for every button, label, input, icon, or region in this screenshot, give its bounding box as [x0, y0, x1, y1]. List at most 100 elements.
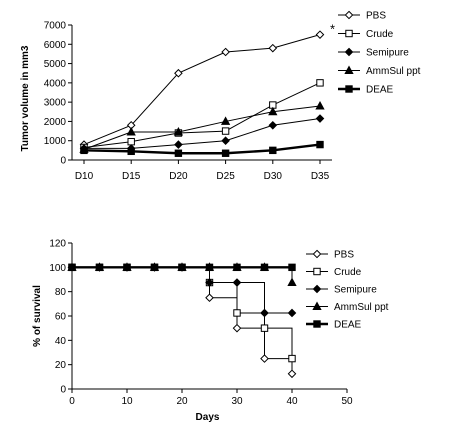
x-tick-label: D25 [216, 171, 235, 182]
data-point-pbs [174, 68, 183, 78]
x-tick-label: D10 [75, 171, 94, 182]
legend-label-semipure: Semipure [366, 48, 409, 59]
data-point-deae [269, 146, 277, 155]
legend-marker-crude [313, 267, 321, 276]
x-axis-title: Days [196, 412, 220, 423]
legend-label-ammsul-ppt: AmmSul ppt [366, 66, 421, 77]
tumor-volume-chart: 0 1000 2000 3000 4000 5000 6000 7000 D10 D15 D20 D2… [20, 11, 421, 183]
data-point-crude [316, 79, 324, 87]
x-tick-label: D15 [122, 171, 141, 182]
y-tick-label: 40 [55, 336, 67, 347]
y-tick-label: 7000 [44, 21, 67, 32]
data-point-semipure [287, 308, 297, 318]
series-line-ammsul-ppt [83, 105, 321, 150]
data-point-deae [260, 263, 269, 272]
legend-label-crude: Crude [334, 267, 362, 278]
data-point-crude [127, 137, 135, 146]
y-tick-label: 80 [55, 287, 67, 298]
series-line-semipure [84, 118, 321, 149]
data-point-ammsul-ppt [220, 116, 231, 125]
legend-marker-ammsul-ppt [344, 65, 354, 74]
x-tick-label: D20 [169, 171, 188, 182]
legend-label-deae: DEAE [334, 320, 362, 331]
y-tick-label: 6000 [44, 40, 67, 51]
series-line-pbs [72, 266, 293, 374]
legend-label-ammsul-ppt: AmmSul ppt [334, 302, 389, 313]
legend-marker-ammsul-ppt [312, 301, 322, 310]
data-point-semipure [174, 140, 183, 149]
y-tick-label: 120 [49, 239, 66, 250]
data-point-deae [233, 263, 241, 272]
x-tick-label: 10 [121, 396, 133, 407]
y-tick-label: 0 [60, 385, 66, 396]
data-point-deae [95, 263, 104, 272]
legend-label-crude: Crude [366, 29, 394, 40]
y-tick-label: 5000 [44, 59, 67, 70]
data-point-deae [205, 263, 214, 272]
data-point-semipure [221, 136, 230, 146]
data-point-deae [80, 146, 88, 155]
data-point-pbs [287, 369, 297, 379]
y-axis-title: % of survival [32, 285, 43, 347]
legend-label-deae: DEAE [366, 85, 394, 96]
legend-marker-crude [345, 29, 353, 38]
data-point-pbs [315, 30, 325, 39]
x-tick-label: D30 [264, 171, 283, 182]
series-line-deae [83, 143, 321, 155]
x-tick-label: 30 [231, 396, 243, 407]
y-tick-label: 0 [60, 156, 66, 167]
data-point-ammsul-ppt [126, 126, 136, 136]
y-axis-title: Tumor volume in mm3 [20, 45, 31, 151]
data-point-semipure [232, 278, 242, 287]
legend-marker-deae [345, 85, 353, 93]
data-point-deae [178, 263, 186, 272]
data-point-deae [316, 140, 324, 149]
legend-label-pbs: PBS [334, 250, 354, 261]
data-point-crude [221, 127, 230, 135]
data-point-crude [233, 309, 241, 317]
x-tick-label: D35 [311, 171, 330, 182]
data-point-pbs [268, 43, 278, 53]
data-point-crude [260, 324, 269, 332]
y-tick-label: 1000 [44, 136, 67, 147]
series-line-crude [83, 82, 321, 148]
data-point-deae [174, 149, 183, 157]
data-point-crude [288, 354, 296, 363]
y-tick-label: 2000 [44, 117, 67, 128]
legend-marker-semipure [312, 284, 322, 294]
data-point-semipure [315, 114, 325, 123]
data-point-pbs [260, 354, 269, 363]
legend-marker-semipure [344, 47, 354, 57]
data-point-ammsul-ppt [268, 106, 278, 116]
data-point-semipure [268, 120, 278, 130]
data-point-ammsul-ppt [173, 126, 184, 136]
data-point-deae [221, 149, 230, 157]
y-tick-label: 4000 [44, 78, 67, 89]
x-tick-label: 0 [69, 396, 75, 407]
x-tick-label: 20 [176, 396, 188, 407]
data-point-pbs [232, 323, 242, 333]
data-point-deae [150, 263, 159, 272]
data-point-deae [288, 263, 296, 272]
y-tick-label: 100 [49, 263, 66, 274]
data-point-deae [68, 263, 76, 272]
series-line-pbs [83, 34, 321, 146]
x-tick-label: 50 [341, 396, 353, 407]
legend-marker-pbs [344, 10, 354, 20]
series-line-semipure [72, 266, 292, 314]
data-point-ammsul-ppt [315, 100, 325, 110]
data-point-deae [127, 147, 135, 156]
data-point-deae [123, 263, 131, 272]
x-tick-label: 40 [286, 396, 298, 407]
data-point-pbs [221, 47, 230, 57]
data-point-semipure [260, 308, 269, 318]
series-line-crude [72, 266, 293, 359]
legend-label-pbs: PBS [366, 11, 386, 22]
legend-label-semipure: Semipure [334, 285, 377, 296]
y-tick-label: 60 [55, 312, 67, 323]
data-point-pbs [205, 293, 214, 303]
legend-marker-deae [313, 320, 321, 328]
y-tick-label: 20 [55, 360, 67, 371]
data-point-ammsul-ppt [287, 277, 297, 287]
